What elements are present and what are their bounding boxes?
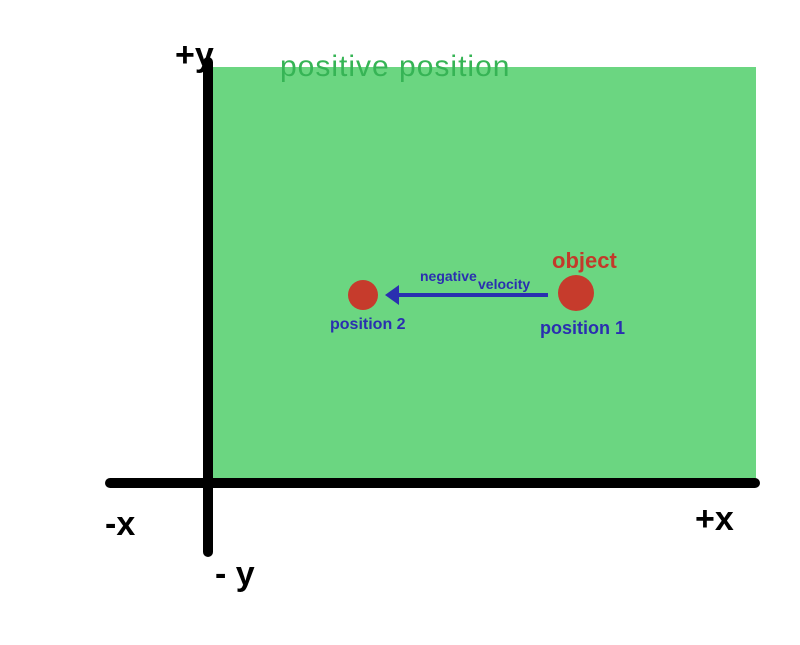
position-1-label: position 1 xyxy=(540,318,625,339)
velocity-arrow-label-negative: negative xyxy=(420,268,477,284)
axis-label-minus-x: -x xyxy=(105,505,135,544)
x-axis xyxy=(105,478,760,488)
axis-label-plus-x: +x xyxy=(695,500,734,539)
object-position-2-dot xyxy=(348,280,378,310)
object-position-1-dot xyxy=(558,275,594,311)
axis-label-minus-y: - y xyxy=(215,555,255,594)
velocity-arrow-label-velocity: velocity xyxy=(478,276,530,292)
physics-diagram: +y - y +x -x positive position object po… xyxy=(0,0,800,645)
velocity-arrow-head-icon xyxy=(385,285,399,305)
object-label: object xyxy=(552,248,617,274)
position-2-label: position 2 xyxy=(330,316,406,334)
axis-label-plus-y: +y xyxy=(175,36,214,75)
diagram-title: positive position xyxy=(280,50,510,84)
velocity-arrow-shaft xyxy=(395,293,548,297)
